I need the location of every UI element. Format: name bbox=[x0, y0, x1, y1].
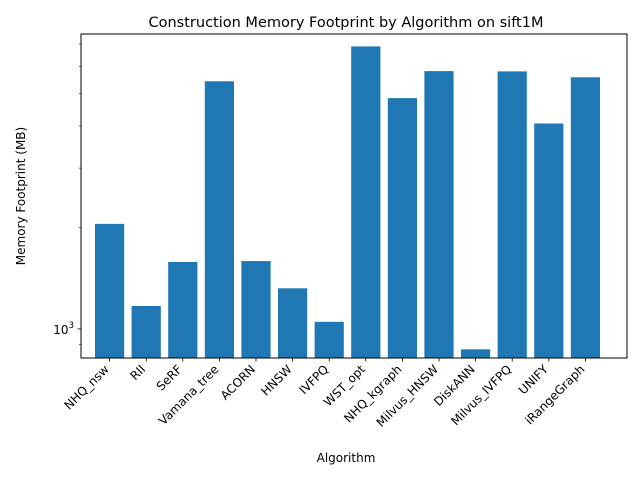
x-axis-label: Algorithm bbox=[317, 451, 376, 465]
x-tick-label: NHQ_nsw bbox=[61, 362, 111, 412]
bars-group bbox=[95, 46, 600, 359]
bar-ivfpq bbox=[314, 321, 344, 358]
y-axis-label: Memory Footprint (MB) bbox=[14, 127, 28, 265]
bar-acorn bbox=[241, 261, 271, 358]
bar-diskann bbox=[461, 349, 491, 358]
bar-milvus-ivfpq bbox=[497, 71, 527, 358]
chart-title: Construction Memory Footprint by Algorit… bbox=[149, 15, 544, 31]
x-tick-label: ACORN bbox=[218, 362, 258, 402]
x-tick-label: HNSW bbox=[258, 362, 294, 398]
bar-vamana-tree bbox=[204, 81, 234, 358]
bar-wst-opt bbox=[351, 46, 381, 359]
bar-unify bbox=[534, 123, 564, 358]
bar-serf bbox=[168, 261, 198, 358]
bar-irangegraph bbox=[570, 77, 600, 358]
x-tick-label: IVFPQ bbox=[296, 362, 331, 397]
x-tick-label: RII bbox=[128, 362, 149, 383]
x-tick-label: UNIFY bbox=[516, 362, 551, 397]
y-ticks-group: 103 bbox=[53, 43, 81, 345]
bar-nhq-nsw bbox=[95, 223, 125, 358]
bar-milvus-hnsw bbox=[424, 71, 454, 359]
y-tick-label: 103 bbox=[53, 321, 74, 337]
bar-nhq-kgraph bbox=[387, 98, 417, 359]
bar-rii bbox=[131, 305, 161, 358]
bar-hnsw bbox=[278, 288, 308, 358]
x-tick-label: SeRF bbox=[154, 362, 185, 393]
plot-frame bbox=[80, 33, 628, 359]
